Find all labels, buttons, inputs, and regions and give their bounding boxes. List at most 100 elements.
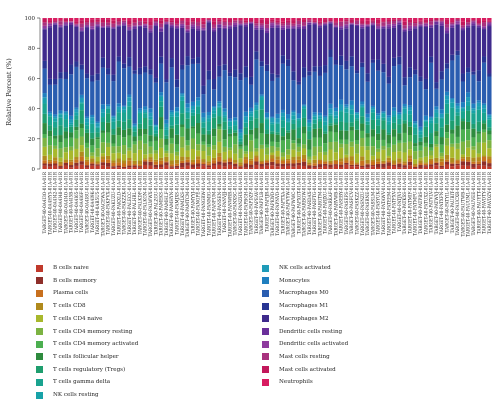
- bar-segment: [132, 165, 137, 167]
- bar-segment: [106, 113, 111, 123]
- bar-segment: [100, 117, 106, 122]
- bar-segment: [481, 108, 487, 113]
- bar-segment: [466, 101, 471, 106]
- bar-segment: [111, 167, 116, 169]
- bar-segment: [291, 71, 296, 81]
- bar-segment: [143, 111, 148, 114]
- bar-segment: [286, 165, 291, 169]
- bar-segment: [365, 24, 370, 26]
- x-tick-label: TARGET-40-PARGTM-01A-01R: [317, 171, 322, 236]
- bar-segment: [217, 164, 222, 169]
- bar-segment: [481, 18, 487, 21]
- bar-segment: [222, 139, 227, 147]
- legend-label: T cells CD4 memory activated: [53, 341, 139, 348]
- bar-segment: [291, 149, 296, 157]
- bar-segment: [481, 26, 487, 29]
- bar-segment: [68, 115, 74, 120]
- bar-segment: [84, 142, 90, 148]
- bar-segment: [58, 157, 63, 162]
- bar-segment: [439, 71, 444, 80]
- legend-swatch: [262, 277, 269, 285]
- bar-segment: [206, 167, 211, 169]
- bar-segment: [79, 20, 84, 24]
- bar-segment: [466, 22, 471, 25]
- bar-segment: [323, 133, 328, 144]
- bar-segment: [42, 29, 47, 61]
- x-tick-label: TARGET-40-PANGRW-01A-01R: [201, 171, 206, 237]
- bar-segment: [106, 155, 111, 160]
- x-tick-label: TARGET-40-PALECC-01A-01R: [127, 171, 132, 235]
- x-tick-label: TARGET-40-PAVDTY-01A-01R: [482, 171, 487, 234]
- x-tick-label: TARGET-40-0A4I48-01A-01R: [58, 171, 63, 232]
- x-tick-label: TARGET-40-PAKFVX-01A-01R: [106, 171, 111, 234]
- bar-segment: [312, 146, 317, 156]
- bar-segment: [275, 134, 280, 143]
- x-tick-label: TARGET-40-PAKUZU-01A-01R: [111, 171, 116, 235]
- bar-segment: [407, 121, 413, 127]
- bar-segment: [148, 74, 153, 109]
- bar-segment: [254, 18, 259, 22]
- bar-segment: [307, 24, 312, 72]
- bar-segment: [238, 132, 243, 136]
- bar-segment: [280, 29, 286, 56]
- bar-segment: [153, 25, 158, 27]
- bar-segment: [460, 118, 466, 122]
- bar-segment: [328, 23, 333, 50]
- bar-segment: [95, 27, 100, 74]
- bar-segment: [63, 165, 68, 169]
- bar-segment: [174, 112, 180, 117]
- bar-segment: [243, 66, 248, 78]
- bar-segment: [418, 131, 423, 135]
- bar-segment: [79, 161, 84, 165]
- bar-segment: [476, 109, 481, 122]
- bar-segment: [434, 18, 439, 20]
- x-tick-label: TARGET-40-PALHRL-01A-01R: [132, 171, 137, 235]
- bar-segment: [238, 20, 243, 24]
- bar-segment: [418, 81, 423, 127]
- bar-segment: [481, 56, 487, 63]
- bar-segment: [397, 56, 402, 65]
- bar-segment: [248, 160, 254, 165]
- bar-segment: [323, 23, 328, 25]
- bar-segment: [275, 166, 280, 169]
- bar-segment: [328, 131, 333, 142]
- bar-segment: [423, 121, 428, 127]
- bar-segment: [264, 20, 270, 25]
- bar-segment: [275, 27, 280, 75]
- bar-segment: [74, 138, 79, 149]
- bar-segment: [217, 156, 222, 162]
- bar-segment: [428, 62, 434, 117]
- bar-segment: [90, 145, 95, 153]
- bar-segment: [280, 159, 286, 161]
- bar-segment: [381, 160, 386, 163]
- bar-segment: [153, 18, 158, 20]
- bar-segment: [307, 159, 312, 163]
- bar-segment: [328, 123, 333, 126]
- bar-segment: [132, 73, 137, 124]
- bar-segment: [391, 18, 397, 20]
- bar-segment: [481, 156, 487, 162]
- bar-segment: [201, 112, 206, 118]
- bar-segment: [111, 74, 116, 82]
- bar-segment: [307, 126, 312, 132]
- bar-segment: [217, 103, 222, 107]
- legend-swatch: [36, 328, 43, 335]
- bar-segment: [206, 79, 211, 112]
- bar-segment: [381, 28, 386, 64]
- bar-segment: [169, 166, 174, 168]
- bar-segment: [391, 66, 397, 108]
- bar-segment: [42, 68, 47, 94]
- bar-segment: [84, 157, 90, 160]
- bar-segment: [233, 144, 238, 154]
- bar-segment: [275, 24, 280, 26]
- legend-label: T cells CD8: [53, 303, 86, 310]
- bar-segment: [460, 141, 466, 155]
- bar-segment: [222, 117, 227, 122]
- bar-segment: [116, 18, 121, 20]
- bar-segment: [217, 24, 222, 26]
- bar-segment: [90, 26, 95, 29]
- bar-segment: [164, 156, 169, 162]
- bar-segment: [217, 19, 222, 22]
- legend-item: Mast cells activated: [262, 364, 336, 376]
- bar-segment: [42, 146, 47, 156]
